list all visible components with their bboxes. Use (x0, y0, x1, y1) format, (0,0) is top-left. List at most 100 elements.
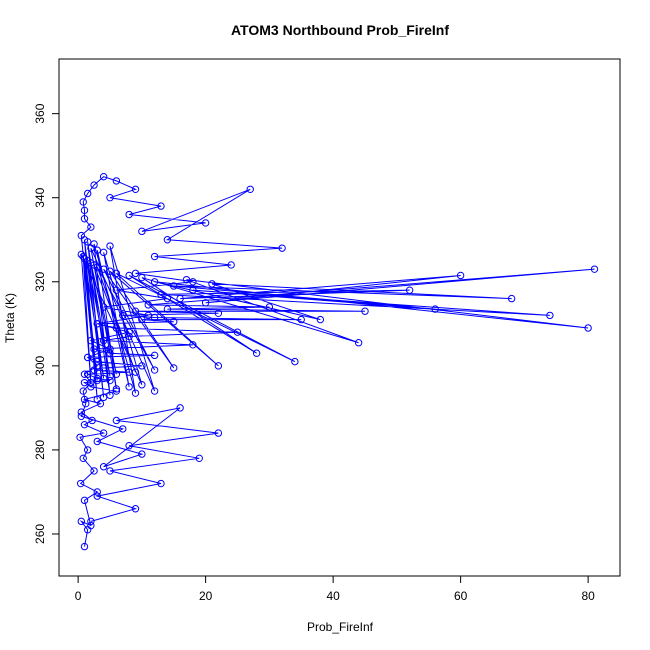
data-point (182, 275, 191, 284)
data-point (125, 210, 133, 219)
data-point (125, 328, 133, 336)
data-point (83, 189, 92, 198)
data-point (93, 492, 101, 500)
data-point (106, 267, 114, 275)
data-point (291, 357, 299, 366)
data-point (150, 278, 159, 286)
data-point (99, 364, 108, 372)
data-point (201, 219, 210, 227)
y-tick-label: 340 (33, 187, 47, 207)
data-point (90, 467, 98, 475)
data-point (112, 370, 121, 378)
data-point (354, 339, 363, 347)
y-tick-label: 320 (33, 271, 47, 291)
data-point (131, 307, 140, 315)
data-point (106, 372, 114, 381)
data-point (99, 336, 108, 345)
data-point (195, 454, 203, 463)
data-point (150, 252, 159, 261)
data-point (106, 349, 114, 357)
data-point (265, 303, 274, 311)
data-point (150, 351, 159, 360)
data-point (590, 265, 599, 273)
data-point (246, 185, 254, 194)
data-point (112, 416, 121, 425)
data-point (150, 313, 159, 322)
x-tick-label: 0 (75, 589, 82, 603)
data-point (77, 231, 86, 240)
data-point (87, 223, 95, 231)
data-point (87, 517, 95, 526)
data-point (106, 391, 114, 399)
data-point (405, 286, 414, 294)
data-point (138, 273, 146, 282)
data-point (112, 177, 121, 185)
data-point (93, 376, 101, 385)
data-point (316, 315, 325, 324)
x-tick-label: 60 (454, 589, 468, 603)
series-layer (76, 172, 599, 551)
data-point (144, 301, 152, 309)
data-point (106, 376, 114, 385)
data-point (278, 244, 286, 252)
data-point (93, 320, 101, 328)
data-point (77, 408, 86, 416)
x-tick-label: 40 (326, 589, 340, 603)
data-point (93, 395, 101, 404)
data-point (112, 286, 121, 294)
data-point (79, 252, 87, 261)
y-axis: 260 280 300 320 340 360 (33, 103, 60, 544)
data-point (125, 383, 133, 391)
data-point (77, 517, 86, 526)
data-point (119, 425, 127, 433)
data-point (99, 248, 108, 257)
data-point (99, 429, 108, 437)
data-point (82, 399, 90, 408)
data-point (112, 269, 121, 278)
data-point (76, 433, 84, 441)
data-point (80, 215, 89, 223)
data-point (90, 240, 98, 248)
data-point (189, 278, 197, 286)
data-point (99, 374, 108, 383)
data-point (80, 420, 89, 429)
data-point (176, 294, 184, 303)
data-point (227, 261, 235, 269)
data-point (87, 378, 95, 387)
data-point (90, 181, 98, 189)
data-point (214, 309, 223, 317)
data-point (80, 496, 89, 505)
data-point (125, 271, 133, 280)
data-point (112, 324, 121, 332)
data-point (189, 286, 197, 294)
data-point (163, 294, 172, 303)
data-point (125, 332, 133, 341)
data-point (106, 242, 114, 250)
data-point (99, 265, 108, 273)
chart-title: ATOM3 Northbound Prob_FireInf (231, 22, 449, 38)
data-point (208, 280, 216, 288)
x-tick-label: 20 (199, 589, 213, 603)
y-tick-label: 260 (33, 524, 47, 544)
data-point (80, 542, 89, 551)
data-point (584, 324, 592, 332)
data-point (99, 393, 108, 402)
data-point (189, 341, 197, 349)
data-point (144, 311, 152, 320)
data-point (106, 345, 114, 353)
y-tick-label: 300 (33, 356, 47, 376)
data-point (131, 368, 140, 376)
data-point (131, 185, 140, 194)
data-point (83, 353, 92, 362)
data-point (93, 362, 101, 370)
data-point (138, 450, 146, 458)
data-point (93, 437, 101, 446)
data-point (93, 357, 101, 366)
data-point (80, 370, 89, 378)
data-point (131, 505, 140, 513)
data-point (456, 271, 465, 280)
data-point (80, 395, 89, 404)
data-point (80, 206, 89, 215)
data-point (87, 521, 95, 530)
